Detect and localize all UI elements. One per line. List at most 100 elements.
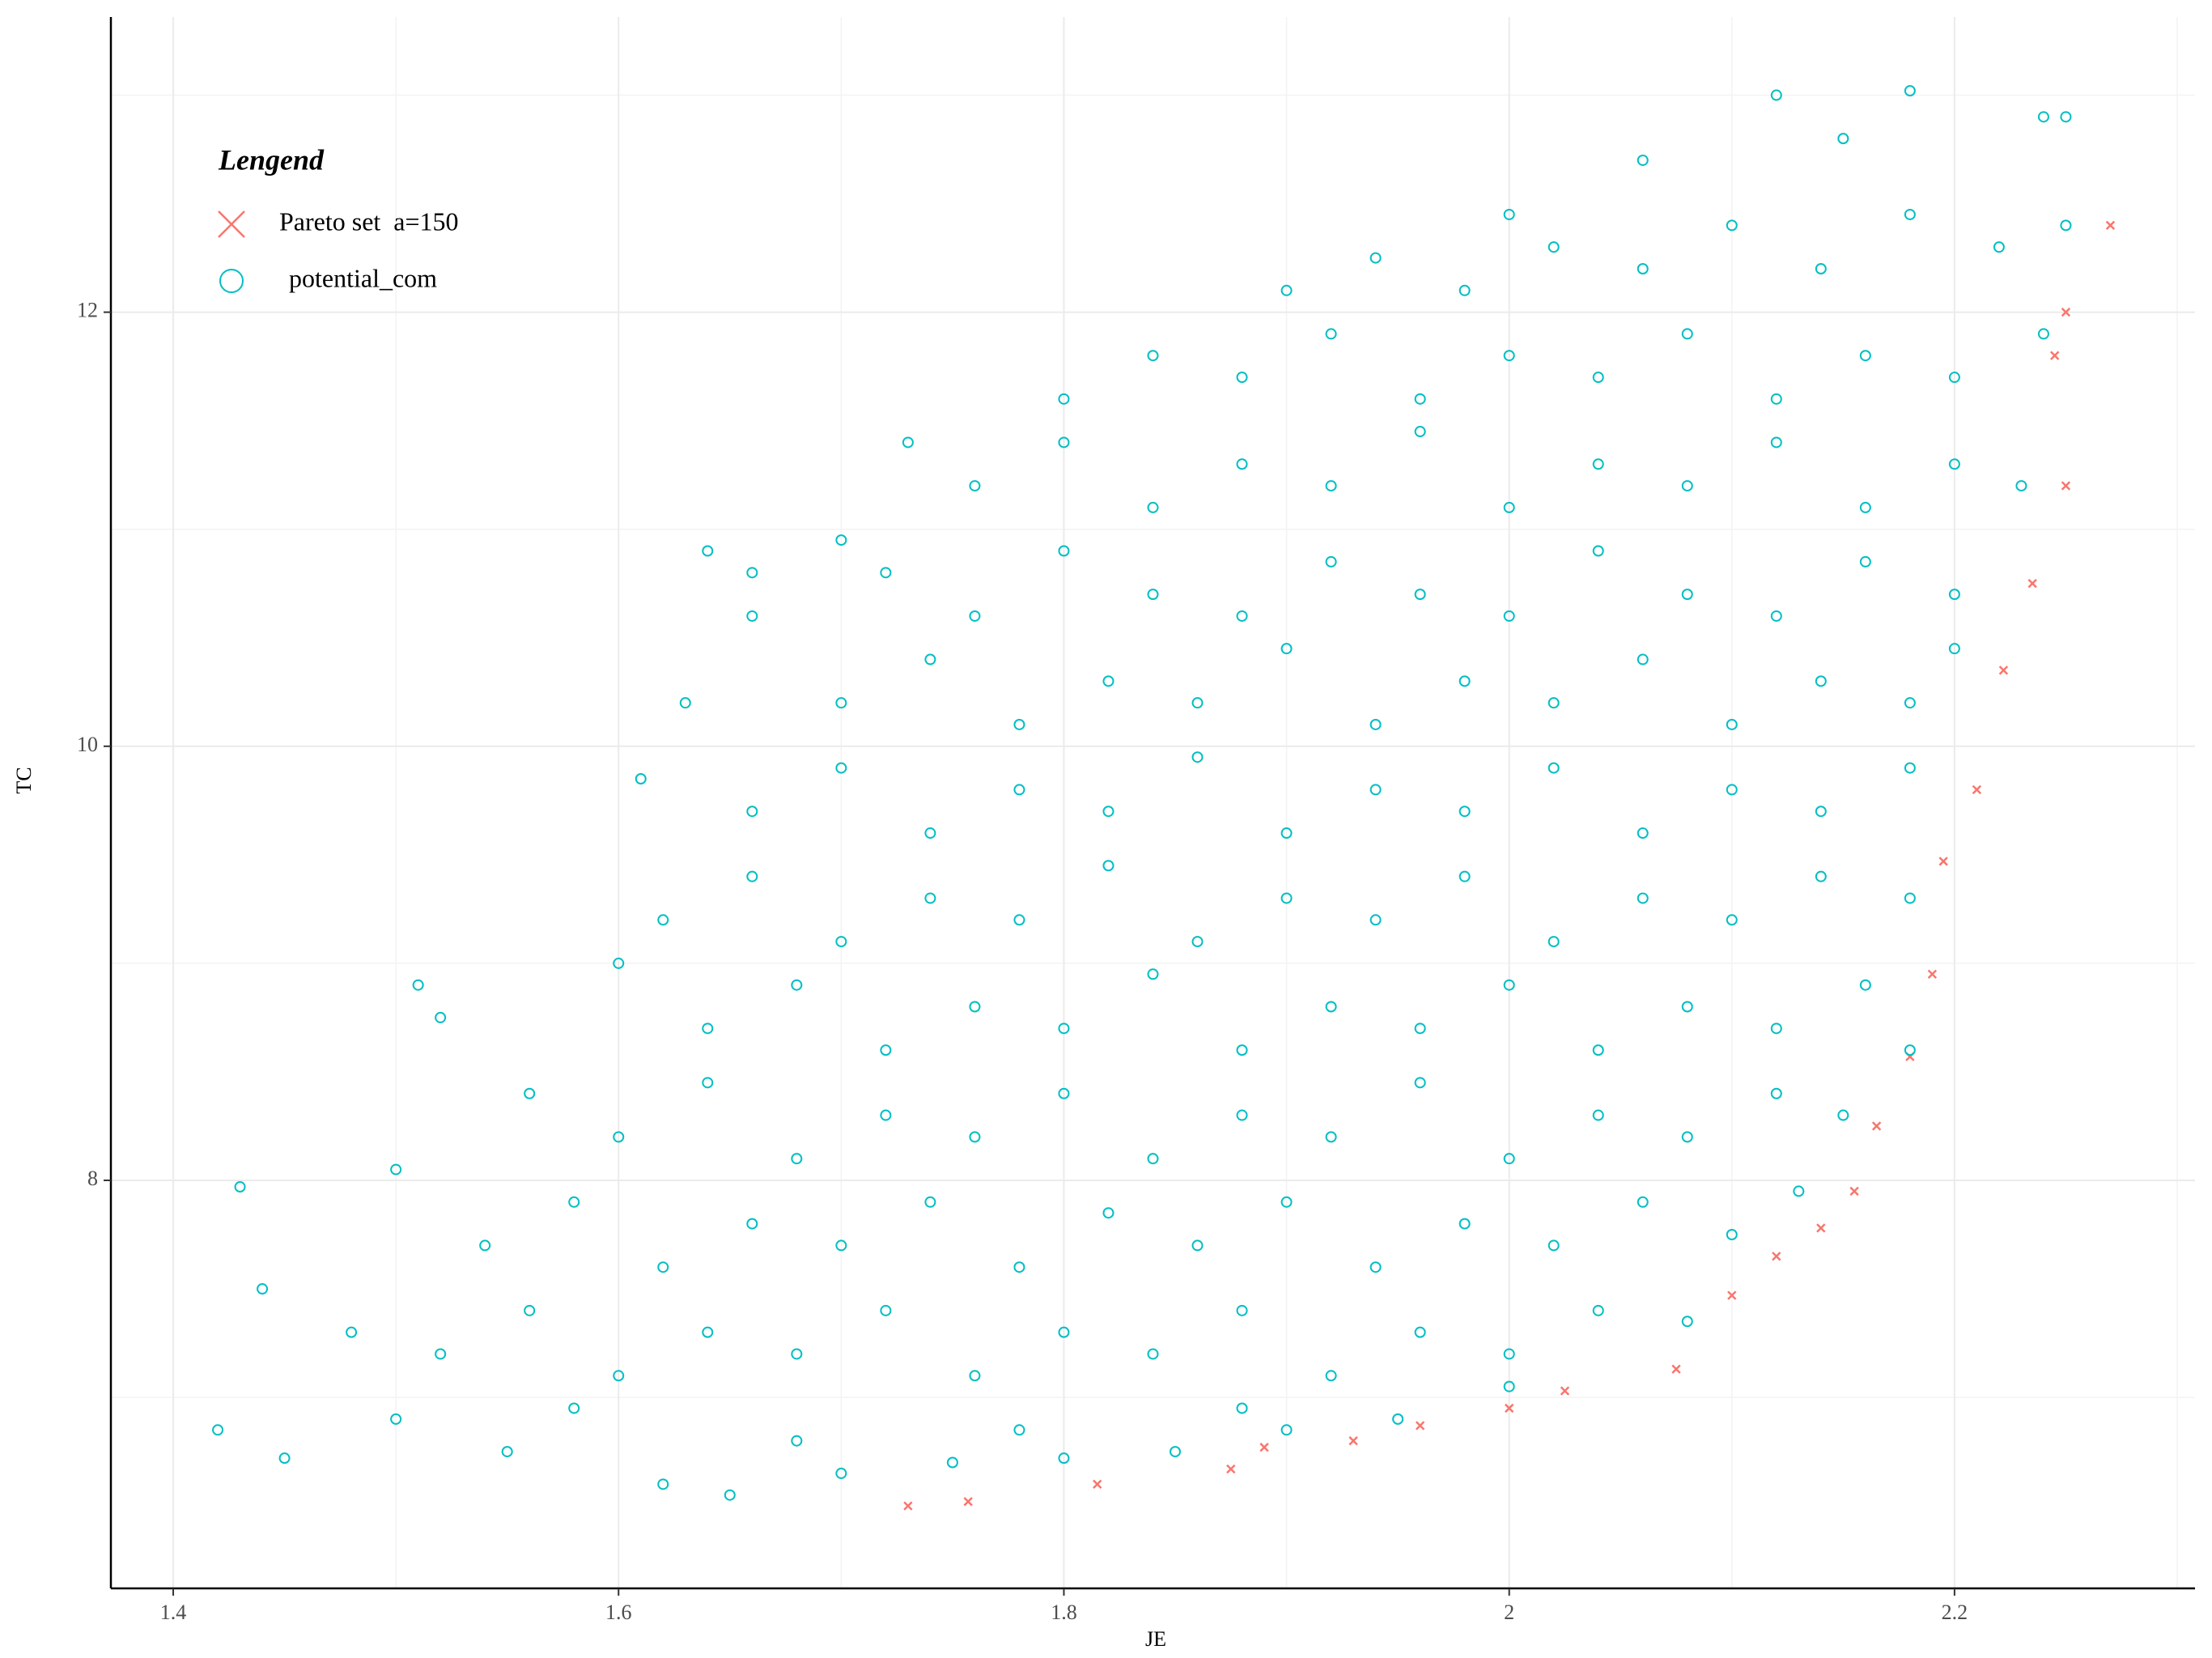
point — [1681, 1316, 1693, 1328]
point — [613, 957, 625, 969]
point — [1837, 1109, 1849, 1121]
point — [1102, 1207, 1114, 1219]
point — [835, 534, 847, 546]
point — [2060, 219, 2072, 232]
pareto-point — [1259, 1443, 1269, 1452]
point — [746, 806, 758, 818]
point — [613, 1131, 625, 1143]
point — [501, 1446, 513, 1458]
point — [880, 1109, 892, 1121]
point — [1904, 697, 1916, 709]
point — [1770, 89, 1782, 101]
point — [924, 1196, 936, 1208]
point — [1815, 262, 1827, 274]
point — [1837, 133, 1849, 145]
point — [1726, 784, 1738, 796]
point — [746, 870, 758, 882]
point — [1548, 697, 1560, 709]
point — [657, 914, 669, 926]
point — [657, 1261, 669, 1273]
point — [1058, 393, 1070, 405]
point — [1147, 589, 1159, 601]
pareto-point — [2061, 307, 2071, 317]
point — [1280, 892, 1293, 904]
point — [1191, 697, 1204, 709]
point — [924, 892, 936, 904]
point — [1726, 718, 1738, 730]
point — [1993, 241, 2005, 253]
point — [791, 1435, 803, 1447]
point — [880, 1304, 892, 1316]
point — [1458, 806, 1471, 818]
point — [746, 567, 758, 579]
point — [1726, 219, 1738, 232]
pareto-point — [1671, 1364, 1681, 1374]
point — [1503, 1348, 1515, 1360]
legend-label: potential_com — [289, 263, 437, 292]
point — [969, 1131, 981, 1143]
point — [746, 1218, 758, 1230]
y-tick-label: 8 — [87, 1167, 98, 1190]
point — [234, 1181, 246, 1193]
point — [1793, 1185, 1805, 1197]
point — [278, 1452, 291, 1465]
point — [1681, 589, 1693, 601]
pareto-point — [1816, 1223, 1826, 1233]
pareto-point — [1348, 1436, 1358, 1446]
point — [1013, 1424, 1025, 1436]
point — [435, 1348, 447, 1360]
point — [835, 1467, 847, 1479]
point — [1013, 784, 1025, 796]
point — [791, 1348, 803, 1360]
point — [1325, 480, 1337, 492]
legend-marker — [219, 269, 244, 293]
y-tick-label: 10 — [77, 733, 98, 756]
point — [1637, 653, 1649, 665]
point — [1503, 979, 1515, 991]
point — [1325, 1370, 1337, 1382]
point — [1681, 1131, 1693, 1143]
point — [1904, 762, 1916, 774]
pareto-point — [1871, 1121, 1882, 1131]
point — [1236, 1402, 1248, 1414]
point — [1236, 458, 1248, 470]
point — [1904, 85, 1916, 97]
point — [702, 1077, 714, 1089]
point — [1592, 1044, 1604, 1056]
point — [1458, 284, 1471, 296]
axes: 1.4 1.6 1.8 2 2.2 8 10 12 — [77, 17, 2195, 1624]
point — [1948, 458, 1960, 470]
point — [702, 545, 714, 557]
point — [1236, 1304, 1248, 1316]
point — [1948, 372, 1960, 384]
grid — [111, 17, 2195, 1588]
point — [524, 1087, 536, 1099]
point — [568, 1402, 580, 1414]
point — [1102, 675, 1114, 687]
pareto-point — [903, 1501, 913, 1511]
point — [880, 1044, 892, 1056]
pareto-point — [1772, 1252, 1781, 1261]
point — [2037, 328, 2049, 340]
point — [1392, 1413, 1404, 1425]
point — [1726, 914, 1738, 926]
point — [1548, 241, 1560, 253]
point — [1058, 436, 1070, 449]
point — [1369, 1261, 1382, 1273]
point — [635, 773, 647, 785]
point — [1503, 610, 1515, 622]
point — [946, 1456, 958, 1469]
point — [1815, 870, 1827, 882]
point — [1592, 1304, 1604, 1316]
point — [924, 653, 936, 665]
pareto-point — [2105, 220, 2116, 231]
point — [835, 697, 847, 709]
point — [902, 436, 914, 449]
y-tick-label: 12 — [77, 299, 98, 322]
point — [1013, 718, 1025, 730]
x-tick-label: 1.8 — [1051, 1601, 1077, 1624]
point — [1191, 936, 1204, 948]
legend: Lengend Pareto set a=150 potential_com — [218, 143, 459, 293]
point — [1236, 1109, 1248, 1121]
